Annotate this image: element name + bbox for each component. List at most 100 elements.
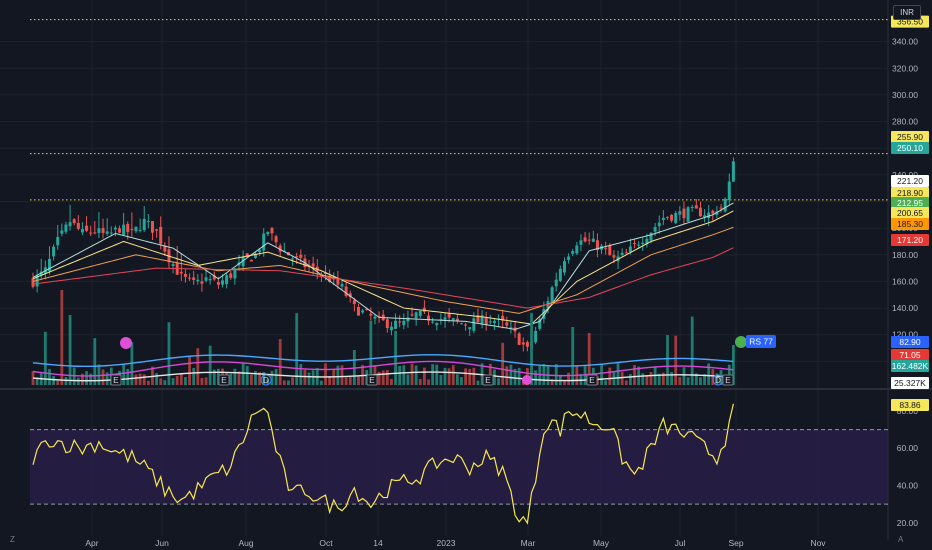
volume-bar: [715, 373, 719, 385]
candle: [608, 245, 612, 256]
candle: [122, 224, 126, 235]
price-tick-label: 300.00: [892, 90, 918, 100]
volume-bar: [563, 380, 566, 385]
volume-bar: [719, 370, 723, 385]
volume-bar: [431, 364, 435, 385]
volume-bar: [89, 373, 93, 385]
price-tick-label: 240.00: [892, 170, 918, 180]
volume-bar: [229, 373, 233, 385]
volume-bar: [126, 368, 130, 385]
candle: [715, 211, 719, 215]
volume-tag: 82.90: [891, 336, 929, 348]
volume-bar: [608, 367, 612, 385]
candle: [336, 277, 340, 285]
volume-bar: [340, 365, 344, 385]
price-tick-label: 120.00: [892, 330, 918, 340]
candle: [278, 245, 282, 252]
event-marker-e: E: [586, 374, 598, 386]
volume-bar: [142, 374, 146, 385]
candle: [266, 231, 270, 235]
volume-bar: [217, 368, 220, 385]
candle: [159, 226, 163, 244]
volume-bar: [167, 322, 171, 385]
volume-bar: [295, 313, 299, 385]
price-tick-label: 180.00: [892, 250, 918, 260]
event-marker-e: E: [722, 374, 734, 386]
candle: [653, 227, 657, 232]
price-tag-bg: [891, 131, 929, 143]
candle: [85, 225, 89, 231]
candle: [324, 273, 328, 275]
currency-badge[interactable]: INR: [893, 5, 921, 20]
candle: [60, 230, 64, 234]
volume-bar: [666, 335, 669, 385]
candle: [64, 224, 68, 232]
event-label: D: [715, 375, 721, 385]
price-tag-text: 356.50: [897, 17, 923, 27]
candle: [410, 314, 414, 316]
candle: [361, 310, 365, 313]
candle: [534, 330, 538, 343]
time-tick-label: Oct: [319, 538, 333, 548]
volume-bar: [517, 367, 521, 385]
candle: [427, 315, 431, 321]
volume-bar: [385, 369, 389, 385]
candle: [665, 216, 669, 218]
candle: [480, 315, 484, 325]
ema-slow-line: [32, 226, 734, 314]
volume-bar: [287, 380, 290, 385]
volume-line-magenta: [32, 360, 734, 377]
volume-bar: [661, 372, 665, 385]
candle: [505, 322, 509, 326]
candle: [645, 238, 649, 245]
event-marker-d: D: [260, 374, 272, 386]
candle: [464, 324, 468, 326]
candle: [56, 236, 60, 246]
price-tag: 221.20: [891, 175, 929, 187]
candle: [571, 251, 575, 254]
candle: [221, 280, 225, 285]
auto-scale-toggle[interactable]: A: [898, 535, 904, 544]
volume-bar: [320, 380, 323, 385]
volume-bar: [678, 377, 682, 385]
candle: [554, 279, 558, 287]
volume-bar: [311, 370, 315, 385]
volume-line-blue: [32, 354, 734, 368]
candle: [649, 232, 653, 241]
volume-bar: [550, 379, 554, 385]
volume-bar: [357, 376, 360, 385]
candle: [377, 316, 381, 318]
volume-bar: [56, 380, 60, 385]
candle: [583, 237, 587, 242]
price-tag: 212.95: [891, 197, 929, 209]
volume-bar: [163, 380, 167, 385]
timezone-toggle[interactable]: Z: [10, 535, 15, 544]
event-label: E: [221, 375, 227, 385]
volume-bar: [196, 348, 200, 385]
event-label: E: [113, 375, 119, 385]
volume-bar: [369, 320, 373, 385]
rsi-tag: 83.86: [891, 399, 929, 411]
candle: [492, 320, 496, 324]
volume-bar: [418, 378, 422, 385]
candle: [369, 313, 373, 316]
volume-bar: [439, 375, 443, 385]
candle: [188, 277, 192, 279]
candle: [126, 223, 130, 233]
event-label: E: [369, 375, 375, 385]
price-tag: 250.10: [891, 142, 929, 154]
price-tag-bg: [891, 187, 929, 199]
volume-bar: [245, 366, 249, 385]
volume-bar: [579, 373, 583, 385]
candle: [472, 318, 476, 331]
volume-bar: [122, 364, 126, 385]
event-box: [482, 374, 494, 386]
candle: [113, 227, 117, 230]
candle: [118, 228, 122, 233]
candle: [47, 258, 51, 271]
price-tag-text: 83.86: [899, 400, 921, 410]
candle: [406, 317, 410, 322]
volume-bar: [105, 372, 109, 385]
time-tick-label: Jul: [675, 538, 686, 548]
